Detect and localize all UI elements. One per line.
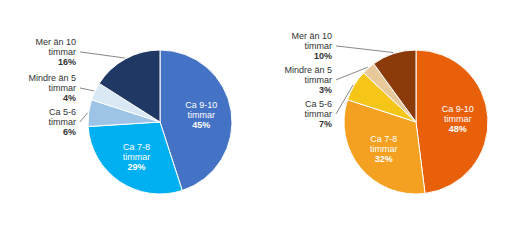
- slice-label-line: timmar: [444, 114, 472, 124]
- slice-label-line: timmar: [187, 110, 215, 120]
- pie-slice: [99, 50, 160, 122]
- slice-label: Ca 5-6timmar: [305, 99, 333, 119]
- leader-line: [80, 52, 125, 58]
- chart-svg: Ca 9-10timmar45%Ca 7-8timmar29%Mer än 10…: [0, 0, 512, 227]
- data-label: 45%: [192, 120, 210, 130]
- data-label: 29%: [128, 162, 146, 172]
- slice-label-line: Mindre än 5: [284, 65, 332, 75]
- data-label: 32%: [375, 154, 393, 164]
- data-label: 10%: [314, 51, 332, 61]
- slice-label: Mindre än 5timmar: [28, 73, 76, 93]
- slice-label-line: Mer än 10: [291, 31, 332, 41]
- slice-label-line: timmar: [370, 144, 398, 154]
- slice-label: Ca 7-8timmar: [370, 134, 398, 154]
- slice-label: Mindre än 5timmar: [284, 65, 332, 85]
- pie-slice: [374, 50, 416, 122]
- data-label: 6%: [63, 127, 76, 137]
- slice-label-line: Ca 9-10: [442, 104, 474, 114]
- slice-label: Ca 9-10timmar: [185, 100, 217, 120]
- slice-label-line: timmar: [305, 75, 333, 85]
- slice-label-line: Mindre än 5: [28, 73, 76, 83]
- slice-label-line: Ca 5-6: [305, 99, 332, 109]
- slice-label-line: timmar: [305, 41, 333, 51]
- slice-label-line: Mer än 10: [35, 37, 76, 47]
- pie-panel: Ca 9-10timmar45%Ca 7-8timmar29%Mer än 10…: [28, 37, 232, 194]
- leader-line: [80, 88, 94, 91]
- slice-label-line: Ca 9-10: [185, 100, 217, 110]
- pie-slice: [88, 122, 182, 194]
- slice-label: Ca 5-6timmar: [49, 107, 77, 127]
- slice-label-line: Ca 7-8: [370, 134, 397, 144]
- data-label: 16%: [58, 57, 76, 67]
- slice-label: Mer än 10timmar: [291, 31, 332, 51]
- pie-panel: Ca 9-10timmar48%Ca 7-8timmar32%Mer än 10…: [284, 31, 488, 194]
- slice-label-line: timmar: [123, 152, 151, 162]
- leader-line: [80, 113, 88, 122]
- leader-line: [336, 85, 353, 114]
- slice-label-line: Ca 7-8: [123, 142, 150, 152]
- pie-slice: [416, 50, 488, 193]
- data-label: 3%: [319, 85, 332, 95]
- labels: Ca 9-10timmar45%Ca 7-8timmar29%Mer än 10…: [28, 37, 217, 172]
- slice-label-line: timmar: [49, 47, 77, 57]
- slice-label: Ca 9-10timmar: [442, 104, 474, 124]
- data-label: 48%: [449, 124, 467, 134]
- slice-label-line: timmar: [49, 83, 77, 93]
- data-label: 4%: [63, 93, 76, 103]
- slice-label-line: timmar: [49, 117, 77, 127]
- data-label: 7%: [319, 119, 332, 129]
- slice-label-line: timmar: [305, 109, 333, 119]
- leader-line: [336, 46, 393, 53]
- slice-label: Ca 7-8timmar: [123, 142, 151, 162]
- slice-label-line: Ca 5-6: [49, 107, 76, 117]
- leader-line: [336, 67, 368, 80]
- labels: Ca 9-10timmar48%Ca 7-8timmar32%Mer än 10…: [284, 31, 473, 164]
- chart-root: Ca 9-10timmar45%Ca 7-8timmar29%Mer än 10…: [0, 0, 512, 227]
- slice-label: Mer än 10timmar: [35, 37, 76, 57]
